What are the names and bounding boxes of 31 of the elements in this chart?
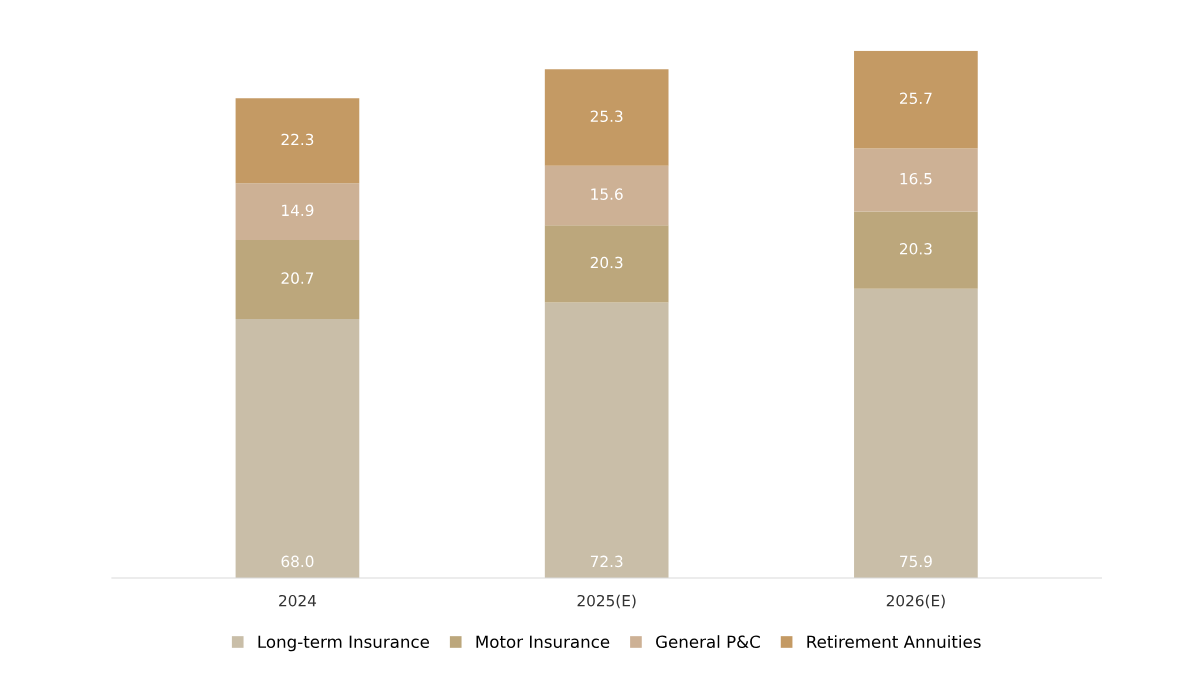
bar: [854, 148, 978, 212]
bar: [854, 50, 978, 149]
x-tick-label: 2024: [279, 594, 317, 607]
bar: [235, 240, 360, 319]
data-label: 25.7: [900, 92, 932, 105]
legend-label: General P&C: [656, 635, 760, 649]
bar: [544, 165, 669, 226]
bar: [235, 183, 360, 241]
bar: [235, 98, 360, 184]
data-label: 14.9: [282, 204, 314, 217]
data-label: 75.9: [900, 555, 932, 568]
data-label: 68.0: [281, 555, 314, 568]
data-label: 72.3: [590, 555, 623, 568]
legend-label: Retirement Annuities: [807, 635, 981, 649]
bar: [235, 318, 360, 578]
legend-label: Motor Insurance: [476, 635, 610, 649]
legend-label: Long-term Insurance: [258, 635, 429, 652]
data-label: 20.3: [590, 256, 623, 269]
data-label: 15.6: [591, 188, 623, 200]
data-label: 16.5: [900, 172, 932, 185]
bar: [544, 69, 669, 166]
data-label: 20.3: [900, 243, 932, 255]
data-label: 25.3: [590, 110, 623, 122]
bar: [854, 288, 978, 578]
x-tick-label: 2025(E): [577, 594, 636, 609]
bar: [544, 225, 669, 303]
bar: [544, 302, 669, 578]
data-label: 20.7: [281, 272, 314, 284]
bar: [854, 211, 978, 289]
data-label: 22.3: [281, 133, 314, 146]
x-tick-label: 2026(E): [886, 594, 945, 609]
